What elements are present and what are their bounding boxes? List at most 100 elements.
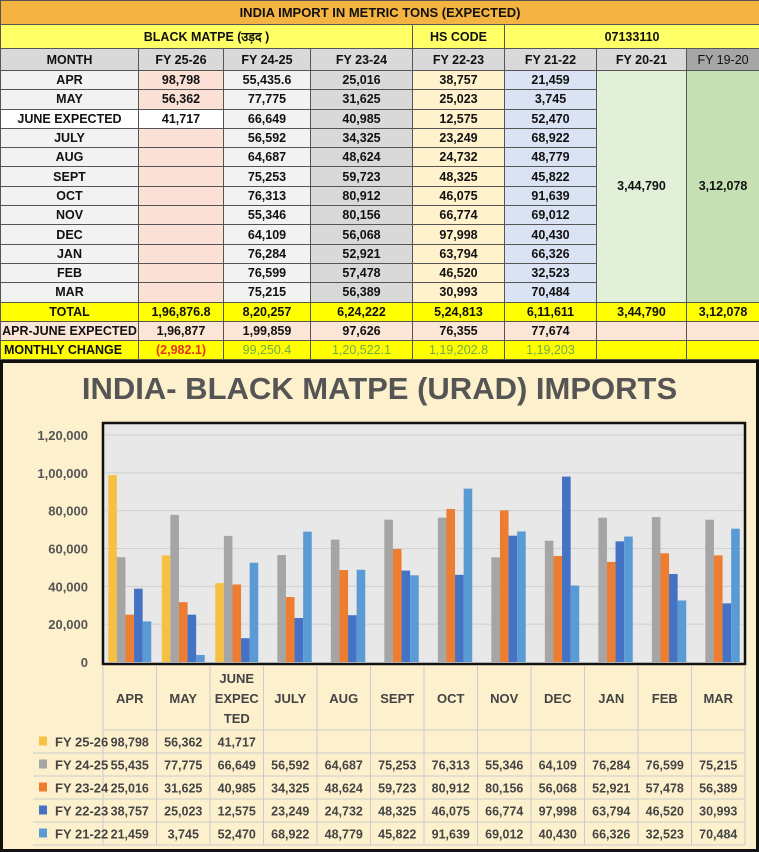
hs-code-value: 07133110 xyxy=(503,24,759,49)
value-cell: 3,12,078 xyxy=(685,301,759,322)
month-cell: DEC xyxy=(0,224,139,245)
bar-fy-22-23-jan xyxy=(615,541,625,662)
value-cell: 21,459 xyxy=(504,69,597,91)
value-cell: 68,922 xyxy=(504,127,597,149)
data-value-label: 98,798 xyxy=(111,736,149,750)
value-cell: 1,96,876.8 xyxy=(138,301,224,322)
value-cell xyxy=(138,127,224,149)
value-cell: 41,717 xyxy=(138,108,224,129)
value-cell: 66,774 xyxy=(412,205,505,226)
bar-fy-21-22-mar xyxy=(731,528,740,662)
value-cell: 25,016 xyxy=(310,69,413,91)
bar-fy-22-23-dec xyxy=(562,476,571,662)
value-cell: 52,470 xyxy=(504,108,597,129)
value-cell: 63,794 xyxy=(412,243,505,264)
bar-fy-23-24-july xyxy=(285,597,295,662)
legend-label: FY 22-23 xyxy=(55,804,108,819)
value-cell: 76,599 xyxy=(223,262,311,284)
column-header: FY 22-23 xyxy=(412,48,505,71)
data-value-label: 76,313 xyxy=(432,759,470,773)
bar-fy-23-24-feb xyxy=(660,553,670,662)
value-cell: 3,745 xyxy=(504,89,597,110)
bar-fy-21-22-aug xyxy=(356,569,366,662)
bar-fy-22-23-aug xyxy=(348,615,357,662)
bar-fy-23-24-sept xyxy=(392,549,402,662)
bar-fy-21-22-may xyxy=(196,654,205,662)
column-header: FY 23-24 xyxy=(310,48,413,71)
total-row: TOTAL 1,96,876.8 8,20,257 6,24,222 5,24,813 6… xyxy=(0,301,759,322)
bar-fy-21-22-feb xyxy=(677,600,687,662)
y-tick-label: 0 xyxy=(81,655,88,670)
data-value-label: 48,779 xyxy=(325,828,363,842)
data-value-label: 56,068 xyxy=(539,782,577,796)
data-value-label: 32,523 xyxy=(646,828,684,842)
value-cell xyxy=(685,320,759,342)
data-value-label: 45,822 xyxy=(378,828,416,842)
value-cell: 30,993 xyxy=(412,282,505,303)
month-cell: MAR xyxy=(0,282,139,303)
value-cell: 64,687 xyxy=(223,147,311,168)
merged-total-fy19_20: 3,12,078 xyxy=(685,70,759,303)
bar-fy-21-22-june-expected xyxy=(249,562,259,662)
data-value-label: 56,389 xyxy=(699,782,737,796)
bar-fy-24-25-may xyxy=(170,514,179,662)
legend-swatch xyxy=(39,828,47,838)
x-category-label: TED xyxy=(224,711,250,726)
table-row: AUG 64,687 48,624 24,732 48,779 xyxy=(0,147,759,168)
bar-fy-22-23-feb xyxy=(669,573,678,662)
bar-fy-23-24-aug xyxy=(339,570,349,662)
value-cell: 6,11,611 xyxy=(504,301,597,322)
value-cell: 77,775 xyxy=(223,89,311,110)
column-header: FY 25-26 xyxy=(138,48,224,71)
import-table: INDIA IMPORT IN METRIC TONS (EXPECTED) B… xyxy=(0,0,759,361)
bar-fy-23-24-mar xyxy=(713,555,723,662)
table-row: JAN 76,284 52,921 63,794 66,326 xyxy=(0,243,759,264)
value-cell xyxy=(138,185,224,207)
bar-fy-21-22-sept xyxy=(410,575,419,662)
value-cell: 55,435.6 xyxy=(223,69,311,91)
bar-fy-24-25-sept xyxy=(384,519,393,662)
value-cell: 40,985 xyxy=(310,108,413,129)
value-cell: 1,19,203 xyxy=(504,340,597,361)
bar-fy-23-24-dec xyxy=(553,555,563,662)
value-cell xyxy=(596,340,687,361)
month-cell: NOV xyxy=(0,205,139,226)
month-cell: APR xyxy=(0,69,139,91)
column-header: FY 21-22 xyxy=(504,48,597,71)
x-category-label: EXPEC xyxy=(215,691,260,706)
y-tick-label: 40,000 xyxy=(48,579,88,594)
bar-fy-23-24-may xyxy=(178,602,188,662)
data-value-label: 75,253 xyxy=(378,759,416,773)
value-cell xyxy=(138,147,224,168)
data-value-label: 55,346 xyxy=(485,759,523,773)
bar-fy-24-25-june-expected xyxy=(223,535,233,662)
table-row: OCT 76,313 80,912 46,075 91,639 xyxy=(0,185,759,207)
data-value-label: 41,717 xyxy=(218,736,256,750)
bar-fy-21-22-dec xyxy=(570,585,580,662)
data-value-label: 21,459 xyxy=(111,828,149,842)
month-cell: JAN xyxy=(0,243,139,264)
value-cell xyxy=(138,224,224,245)
data-value-label: 75,215 xyxy=(699,759,737,773)
value-cell: 3,44,790 xyxy=(596,301,687,322)
data-value-label: 57,478 xyxy=(646,782,684,796)
value-cell: 23,249 xyxy=(412,127,505,149)
monthly_change-row: MONTHLY CHANGE (2,982.1) 99,250.4 1,20,522.… xyxy=(0,340,759,361)
month-cell: FEB xyxy=(0,262,139,284)
bar-fy-23-24-apr xyxy=(125,614,135,662)
bar-fy-22-23-apr xyxy=(134,588,143,662)
data-value-label: 56,362 xyxy=(164,736,202,750)
value-cell: 55,346 xyxy=(223,205,311,226)
data-value-label: 40,430 xyxy=(539,828,577,842)
bar-fy-22-23-nov xyxy=(508,535,518,662)
value-cell: 34,325 xyxy=(310,127,413,149)
commodity-name: BLACK MATPE (उड़द ) xyxy=(0,24,413,49)
value-cell: 46,075 xyxy=(412,185,505,207)
month-cell: MAY xyxy=(0,89,139,110)
data-value-label: 34,325 xyxy=(271,782,309,796)
chart-plot: 0 20,000 40,000 60,000 80,000 1,00,000 1,20,00… xyxy=(33,421,747,846)
bar-fy-24-25-mar xyxy=(705,519,714,662)
value-cell: 77,674 xyxy=(504,320,597,342)
value-cell: 48,624 xyxy=(310,147,413,168)
table-row: MAR 75,215 56,389 30,993 70,484 xyxy=(0,282,759,303)
